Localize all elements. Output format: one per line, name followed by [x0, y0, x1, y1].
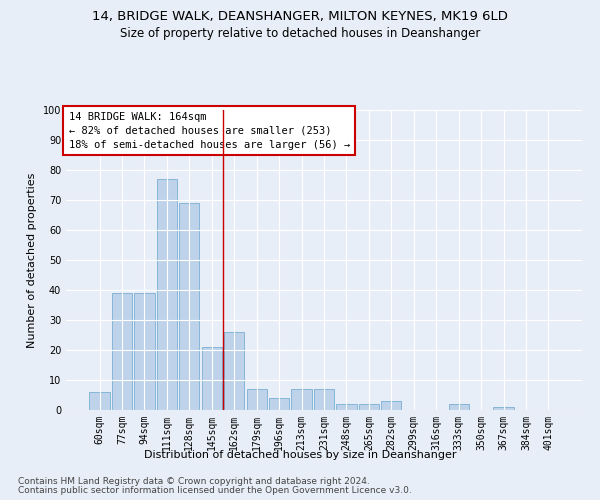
Bar: [381, 401, 401, 410]
Bar: [247, 389, 267, 410]
Text: 14, BRIDGE WALK, DEANSHANGER, MILTON KEYNES, MK19 6LD: 14, BRIDGE WALK, DEANSHANGER, MILTON KEY…: [92, 10, 508, 23]
Bar: [89, 392, 110, 410]
Bar: [224, 332, 244, 410]
Bar: [269, 398, 289, 410]
Bar: [449, 404, 469, 410]
Bar: [179, 203, 199, 410]
Text: Contains public sector information licensed under the Open Government Licence v3: Contains public sector information licen…: [18, 486, 412, 495]
Bar: [202, 347, 222, 410]
Bar: [112, 293, 132, 410]
Bar: [157, 179, 177, 410]
Bar: [134, 293, 155, 410]
Bar: [493, 407, 514, 410]
Text: Distribution of detached houses by size in Deanshanger: Distribution of detached houses by size …: [144, 450, 456, 460]
Bar: [314, 389, 334, 410]
Text: 14 BRIDGE WALK: 164sqm
← 82% of detached houses are smaller (253)
18% of semi-de: 14 BRIDGE WALK: 164sqm ← 82% of detached…: [68, 112, 350, 150]
Bar: [337, 404, 356, 410]
Bar: [359, 404, 379, 410]
Y-axis label: Number of detached properties: Number of detached properties: [27, 172, 37, 348]
Bar: [292, 389, 311, 410]
Text: Size of property relative to detached houses in Deanshanger: Size of property relative to detached ho…: [120, 28, 480, 40]
Text: Contains HM Land Registry data © Crown copyright and database right 2024.: Contains HM Land Registry data © Crown c…: [18, 477, 370, 486]
